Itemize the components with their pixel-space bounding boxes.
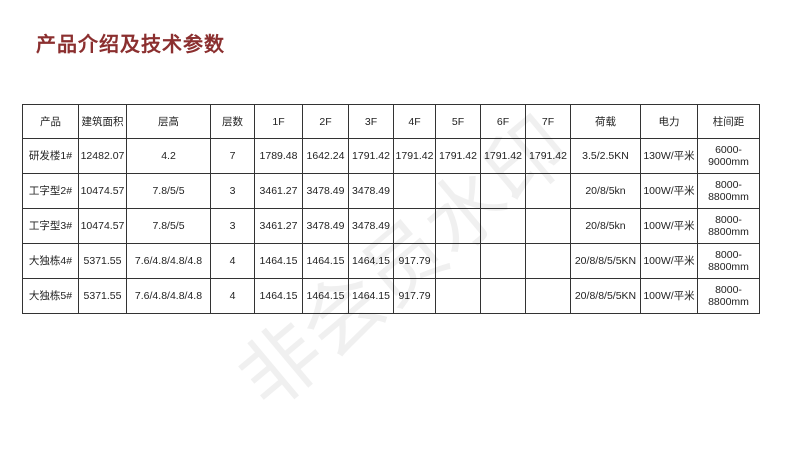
column-header: 1F [254, 104, 303, 139]
table-cell [435, 208, 481, 244]
table-cell: 1464.15 [348, 278, 394, 314]
table-cell [480, 208, 526, 244]
table-cell: 工字型3# [22, 208, 79, 244]
table-cell: 20/8/5kn [570, 208, 641, 244]
table-cell: 3478.49 [348, 208, 394, 244]
table-cell: 7.6/4.8/4.8/4.8 [126, 278, 211, 314]
table-cell: 8000- 8800mm [697, 173, 760, 209]
table-row: 工字型3# 10474.57 7.8/5/5 3 3461.27 3478.49 3478.… [22, 208, 760, 244]
column-header: 层高 [126, 104, 211, 139]
column-header: 柱间距 [697, 104, 760, 139]
table-cell: 130W/平米 [640, 138, 698, 174]
table-cell: 1464.15 [254, 278, 303, 314]
table-cell [525, 208, 571, 244]
column-header: 3F [348, 104, 394, 139]
table-cell: 大独栋5# [22, 278, 79, 314]
table-cell: 3.5/2.5KN [570, 138, 641, 174]
table-cell: 5371.55 [78, 243, 127, 279]
column-header: 4F [393, 104, 436, 139]
table-row: 工字型2# 10474.57 7.8/5/5 3 3461.27 3478.49 3478.… [22, 173, 760, 209]
table-cell: 3461.27 [254, 173, 303, 209]
table-cell: 6000- 9000mm [697, 138, 760, 174]
table-cell: 10474.57 [78, 208, 127, 244]
table-cell: 8000- 8800mm [697, 278, 760, 314]
table-cell: 1789.48 [254, 138, 303, 174]
table-cell: 7 [210, 138, 255, 174]
table-cell: 20/8/8/5/5KN [570, 278, 641, 314]
table-cell: 1791.42 [525, 138, 571, 174]
table-cell: 100W/平米 [640, 208, 698, 244]
table-cell: 10474.57 [78, 173, 127, 209]
table-cell [435, 173, 481, 209]
table-cell [393, 173, 436, 209]
table-cell [480, 278, 526, 314]
table-cell: 20/8/8/5/5KN [570, 243, 641, 279]
table-cell: 3478.49 [302, 208, 349, 244]
column-header: 产品 [22, 104, 79, 139]
table-cell [435, 278, 481, 314]
table-cell [525, 173, 571, 209]
table-cell: 8000- 8800mm [697, 243, 760, 279]
table-cell: 3461.27 [254, 208, 303, 244]
table-cell [435, 243, 481, 279]
table-cell: 1791.42 [480, 138, 526, 174]
column-header: 5F [435, 104, 481, 139]
spec-table: 产品 建筑面积 层高 层数 1F 2F 3F 4F 5F 6F 7F 荷载 电力 柱间距 研发楼1# 1248… [22, 104, 760, 314]
table-cell: 3478.49 [302, 173, 349, 209]
table-cell [480, 173, 526, 209]
column-header: 荷载 [570, 104, 641, 139]
table-cell [525, 243, 571, 279]
column-header: 6F [480, 104, 526, 139]
table-cell: 100W/平米 [640, 278, 698, 314]
table-cell: 大独栋4# [22, 243, 79, 279]
table-cell [525, 278, 571, 314]
column-header: 层数 [210, 104, 255, 139]
column-header: 建筑面积 [78, 104, 127, 139]
table-row: 大独栋4# 5371.55 7.6/4.8/4.8/4.8 4 1464.15 1464.… [22, 243, 760, 279]
table-cell: 20/8/5kn [570, 173, 641, 209]
table-cell: 3478.49 [348, 173, 394, 209]
table-cell: 工字型2# [22, 173, 79, 209]
table-cell: 917.79 [393, 278, 436, 314]
column-header: 电力 [640, 104, 698, 139]
table-cell: 12482.07 [78, 138, 127, 174]
table-cell: 917.79 [393, 243, 436, 279]
table-cell: 4 [210, 243, 255, 279]
table-cell: 7.6/4.8/4.8/4.8 [126, 243, 211, 279]
table-cell: 3 [210, 208, 255, 244]
column-header: 7F [525, 104, 571, 139]
table-cell: 4 [210, 278, 255, 314]
table-cell [393, 208, 436, 244]
table-cell: 7.8/5/5 [126, 173, 211, 209]
table-cell: 1791.42 [348, 138, 394, 174]
table-cell: 3 [210, 173, 255, 209]
table-cell: 1464.15 [302, 243, 349, 279]
table-cell: 5371.55 [78, 278, 127, 314]
table-cell: 1464.15 [348, 243, 394, 279]
table-cell: 7.8/5/5 [126, 208, 211, 244]
table-cell: 100W/平米 [640, 173, 698, 209]
table-cell: 研发楼1# [22, 138, 79, 174]
header-row: 产品 建筑面积 层高 层数 1F 2F 3F 4F 5F 6F 7F 荷载 电力 柱间距 [22, 104, 760, 139]
table-row: 研发楼1# 12482.07 4.2 7 1789.48 1642.24 1791.42 17… [22, 138, 760, 174]
table-cell: 8000- 8800mm [697, 208, 760, 244]
table-cell: 1642.24 [302, 138, 349, 174]
table-cell: 1791.42 [393, 138, 436, 174]
table-cell: 1791.42 [435, 138, 481, 174]
table-cell: 1464.15 [254, 243, 303, 279]
table-cell: 100W/平米 [640, 243, 698, 279]
table-cell [480, 243, 526, 279]
table-cell: 1464.15 [302, 278, 349, 314]
column-header: 2F [302, 104, 349, 139]
table-row: 大独栋5# 5371.55 7.6/4.8/4.8/4.8 4 1464.15 1464.… [22, 278, 760, 314]
page-title: 产品介绍及技术参数 [36, 32, 225, 56]
table-cell: 4.2 [126, 138, 211, 174]
